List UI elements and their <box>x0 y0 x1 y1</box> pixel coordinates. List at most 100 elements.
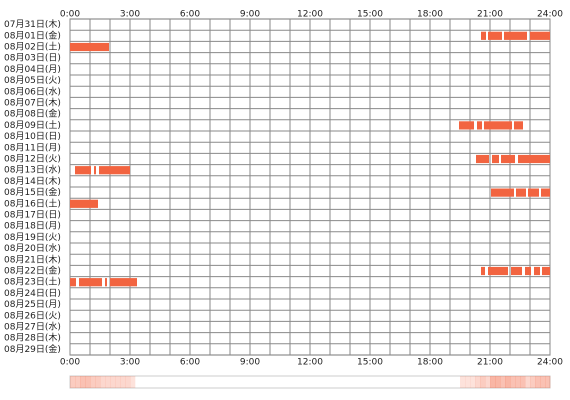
x-tick-label: 3:00 <box>120 358 140 368</box>
activity-bar <box>541 188 550 197</box>
density-cell <box>540 376 546 388</box>
x-tick-label: 3:00 <box>120 10 140 20</box>
x-tick-label: 21:00 <box>477 358 503 368</box>
row-label: 08月02日(土) <box>4 41 61 53</box>
row-label: 08月17日(日) <box>4 210 61 221</box>
activity-bar <box>476 154 489 164</box>
x-tick-label: 9:00 <box>240 10 260 20</box>
density-cell <box>530 376 536 388</box>
row-label: 08月11日(月) <box>4 142 61 153</box>
activity-bar <box>105 278 107 287</box>
activity-bar <box>504 31 527 40</box>
density-cell <box>525 376 531 388</box>
activity-bar <box>530 31 550 40</box>
density-cell <box>130 376 136 388</box>
activity-bar <box>70 278 76 287</box>
density-cell <box>520 376 526 388</box>
density-cell <box>485 376 491 388</box>
row-label: 08月13日(水) <box>4 164 61 176</box>
density-cell <box>460 376 466 388</box>
row-label: 07月31日(木) <box>4 18 61 30</box>
row-label: 08月21日(木) <box>4 253 61 265</box>
density-cell <box>505 376 511 388</box>
row-label: 08月22日(金) <box>4 265 61 277</box>
density-cell <box>120 376 126 388</box>
density-cell <box>115 376 121 388</box>
activity-bar <box>525 266 531 276</box>
row-label: 08月09日(土) <box>4 119 61 131</box>
density-cell <box>500 376 506 388</box>
density-cell <box>70 376 76 388</box>
density-cell <box>470 376 476 388</box>
density-cell <box>535 376 541 388</box>
row-label: 08月12日(火) <box>4 154 61 165</box>
row-label: 08月20日(水) <box>4 242 61 254</box>
density-cell <box>545 376 551 388</box>
row-label: 08月18日(月) <box>4 221 61 232</box>
activity-bar <box>534 266 540 276</box>
row-label: 08月05日(火) <box>4 75 61 86</box>
density-cell <box>480 376 486 388</box>
activity-bar <box>70 42 109 52</box>
density-cell <box>75 376 81 388</box>
density-strip <box>69 375 551 389</box>
row-label: 08月03日(日) <box>4 53 61 64</box>
activity-bar <box>484 121 512 130</box>
x-tick-label: 12:00 <box>297 358 323 368</box>
density-cell <box>125 376 131 388</box>
x-tick-label: 9:00 <box>240 358 260 368</box>
activity-bar <box>477 121 482 130</box>
row-label: 08月29日(金) <box>4 343 61 355</box>
activity-bar <box>481 31 486 40</box>
activity-bar <box>99 166 130 175</box>
row-label: 08月28日(木) <box>4 332 61 344</box>
x-tick-label: 0:00 <box>60 358 80 368</box>
activity-bar <box>511 266 522 276</box>
density-cell <box>510 376 516 388</box>
density-cell <box>85 376 91 388</box>
activity-bar <box>94 166 96 175</box>
density-cell <box>110 376 116 388</box>
x-tick-label: 0:00 <box>60 10 80 20</box>
density-cell <box>475 376 481 388</box>
row-label: 08月25日(月) <box>4 299 61 310</box>
activity-bar <box>459 121 474 130</box>
density-cell <box>95 376 101 388</box>
x-tick-label: 24:00 <box>537 358 563 368</box>
row-label: 08月10日(日) <box>4 131 61 142</box>
density-cell <box>495 376 501 388</box>
density-cell <box>465 376 471 388</box>
x-tick-label: 24:00 <box>537 10 563 20</box>
x-tick-label: 18:00 <box>417 10 443 20</box>
x-tick-label: 21:00 <box>477 10 503 20</box>
activity-bar <box>514 121 523 130</box>
density-cell <box>515 376 521 388</box>
row-label: 08月14日(木) <box>4 175 61 187</box>
density-cell <box>100 376 106 388</box>
row-label: 08月24日(日) <box>4 288 61 299</box>
row-label: 08月01日(金) <box>4 29 61 41</box>
row-label: 08月04日(月) <box>4 64 61 75</box>
row-label: 08月23日(土) <box>4 276 61 288</box>
x-tick-label: 6:00 <box>180 10 200 20</box>
x-tick-label: 15:00 <box>357 358 383 368</box>
x-tick-label: 15:00 <box>357 10 383 20</box>
row-label: 08月19日(火) <box>4 232 61 243</box>
row-label: 08月15日(金) <box>4 186 61 198</box>
row-label: 08月06日(水) <box>4 85 61 97</box>
activity-bar <box>70 199 98 208</box>
activity-bar <box>492 154 499 164</box>
activity-bar <box>518 154 550 164</box>
row-label: 08月07日(木) <box>4 97 61 109</box>
density-cell <box>80 376 86 388</box>
density-cell <box>90 376 96 388</box>
x-tick-label: 18:00 <box>417 358 443 368</box>
row-label: 08月26日(火) <box>4 310 61 321</box>
row-label: 08月27日(水) <box>4 321 61 333</box>
activity-bar <box>488 31 502 40</box>
activity-bar <box>75 166 91 175</box>
activity-bar <box>491 188 514 197</box>
activity-bar <box>528 188 539 197</box>
activity-bar <box>542 266 550 276</box>
